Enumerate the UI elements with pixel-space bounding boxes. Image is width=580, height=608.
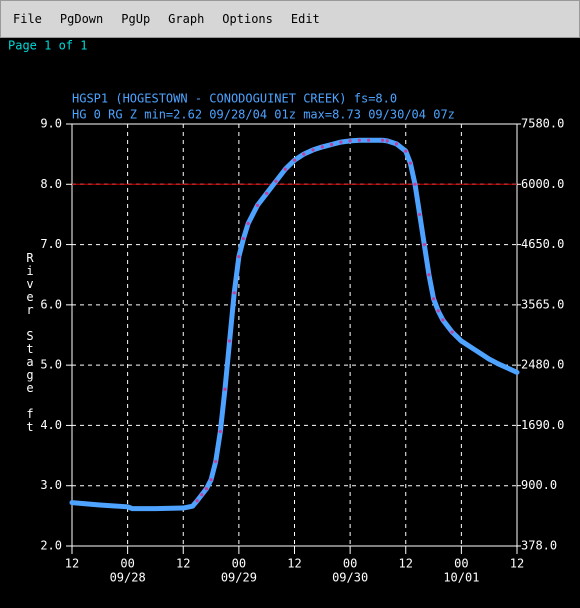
stage-point	[246, 221, 250, 226]
chart: Page 1 of 1 HGSP1 (HOGESTOWN - CONODOGUI…	[8, 39, 564, 585]
y-tick-label: 5.0	[40, 358, 62, 372]
y-tick-label: 9.0	[40, 117, 62, 131]
menu-item[interactable]: PgUp	[121, 12, 151, 26]
y2-tick-label: 900.0	[521, 478, 557, 492]
y-tick-label: 2.0	[40, 539, 62, 553]
stage-point	[394, 142, 399, 146]
x-date-label: 10/01	[443, 571, 479, 585]
stage-point	[422, 242, 426, 247]
menu-item[interactable]: File	[13, 12, 42, 26]
stage-point	[404, 149, 408, 153]
y-tick-label: 6.0	[40, 297, 62, 311]
y2-tick-label: 3565.0	[521, 297, 564, 311]
y2-tick-label: 1690.0	[521, 418, 564, 432]
stage-point	[385, 139, 389, 143]
y2-tick-label: 2480.0	[521, 358, 564, 372]
y2-tick-label: 7580.0	[521, 117, 564, 131]
stage-point	[380, 138, 385, 142]
stage-point	[241, 236, 246, 241]
stage-point	[274, 179, 278, 183]
x-tick-label: 00	[120, 557, 134, 571]
stage-point	[348, 139, 352, 143]
stage-point	[223, 387, 227, 391]
stage-point	[218, 429, 222, 434]
stage-point	[357, 138, 361, 142]
x-tick-label: 00	[343, 557, 357, 571]
stage-point	[441, 318, 445, 322]
stage-point	[237, 255, 241, 259]
menu-item[interactable]: Edit	[290, 12, 320, 26]
x-date-label: 09/29	[221, 571, 257, 585]
stage-point	[265, 191, 269, 195]
x-tick-label: 12	[399, 557, 413, 571]
x-tick-label: 12	[65, 557, 79, 571]
stage-point	[427, 273, 431, 277]
y-tick-label: 7.0	[40, 237, 62, 251]
stage-point	[255, 203, 260, 207]
x-tick-label: 00	[232, 557, 246, 571]
stage-point	[283, 167, 287, 171]
stage-point	[200, 493, 204, 497]
stage-point	[209, 478, 213, 482]
stage-point	[195, 499, 199, 503]
y-tick-label: 4.0	[40, 418, 62, 432]
x-tick-label: 00	[454, 557, 468, 571]
stage-point	[320, 145, 324, 149]
x-tick-label: 12	[176, 557, 190, 571]
y2-tick-label: 4650.0	[521, 237, 564, 251]
y-tick-label: 8.0	[40, 177, 62, 191]
x-date-label: 09/28	[110, 571, 146, 585]
y2-tick-label: 6000.0	[521, 177, 564, 191]
x-tick-label: 12	[510, 557, 524, 571]
x-tick-label: 12	[287, 557, 301, 571]
stage-line	[69, 137, 520, 512]
chart-title: HGSP1 (HOGESTOWN - CONODOGUINET CREEK) f…	[72, 92, 397, 106]
stage-point	[232, 291, 236, 295]
y-tick-label: 3.0	[40, 478, 62, 492]
stage-point	[436, 309, 440, 313]
menu-item[interactable]: Options	[222, 12, 273, 26]
stage-point	[311, 148, 315, 152]
stage-point	[408, 161, 412, 165]
page-label: Page 1 of 1	[8, 39, 87, 53]
stage-point	[413, 182, 417, 186]
x-date-label: 09/30	[332, 571, 368, 585]
chart-subtitle: HG 0 RG Z min=2.62 09/28/04 01z max=8.73…	[72, 108, 455, 122]
y2-tick-label: 378.0	[521, 539, 557, 553]
stage-point	[367, 138, 371, 142]
stage-point	[450, 330, 454, 334]
menu-item[interactable]: PgDown	[59, 12, 104, 26]
stage-point	[214, 460, 218, 464]
stage-point	[339, 140, 343, 144]
stage-point	[292, 158, 297, 162]
menu-bar: File PgDown PgUp Graph Options Edit	[0, 0, 580, 38]
stage-point	[204, 487, 209, 491]
stage-point	[431, 297, 436, 301]
stage-point	[302, 152, 306, 156]
stage-point	[329, 142, 334, 147]
stage-point	[418, 212, 422, 217]
menu-item[interactable]: Graph	[168, 12, 205, 26]
stage-point	[228, 339, 232, 343]
